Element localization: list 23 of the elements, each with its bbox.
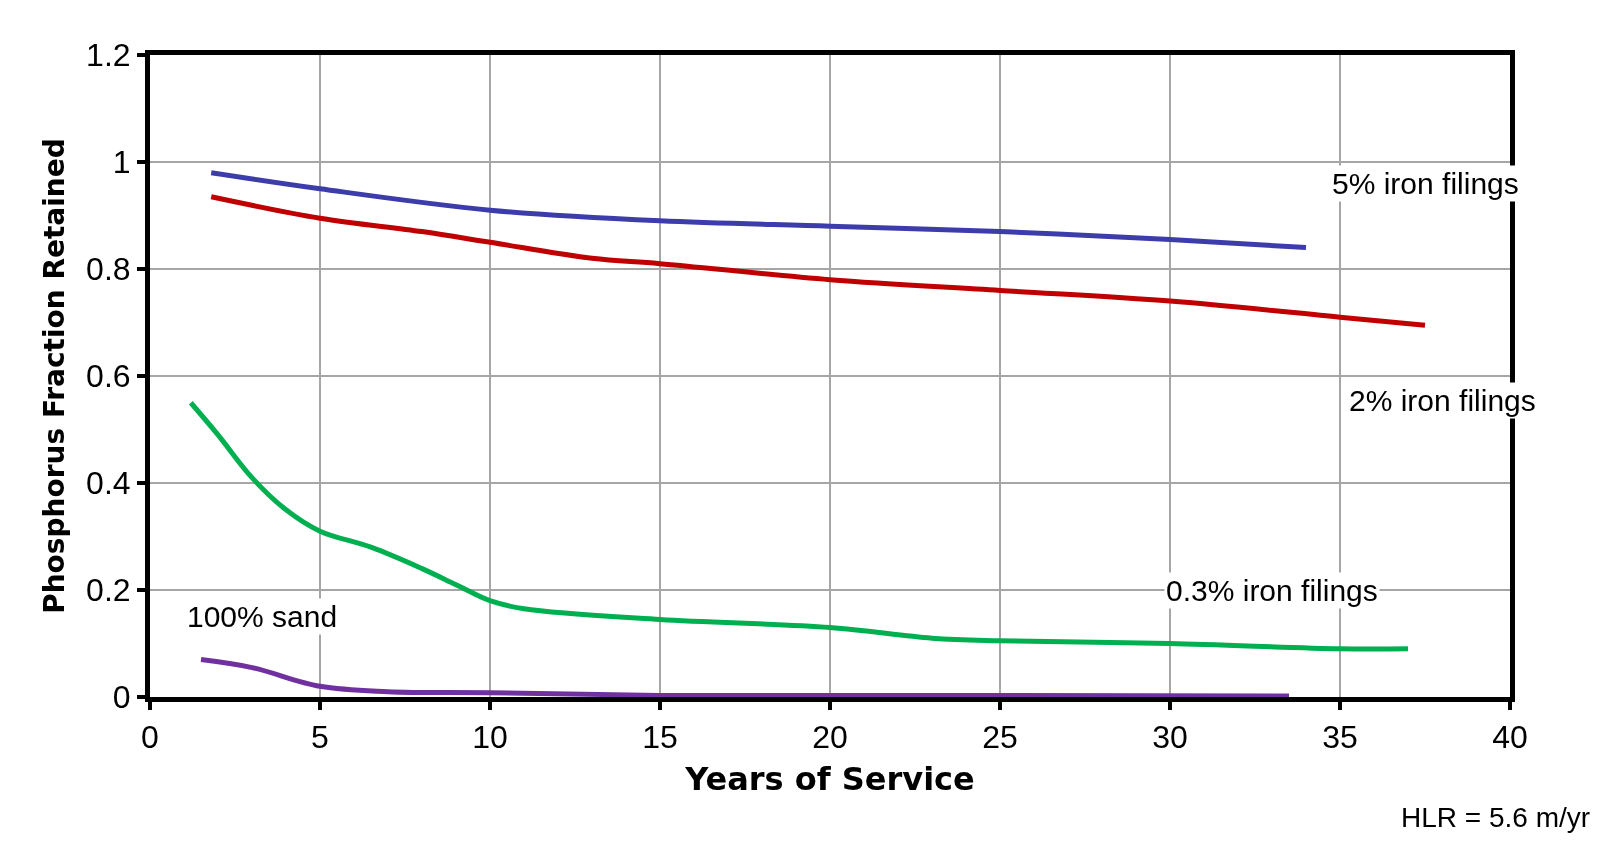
- x-tick-label: 5: [311, 719, 329, 756]
- y-tick-label: 0.8: [86, 251, 131, 288]
- series-label: 0.3% iron filings: [1166, 574, 1378, 607]
- text: 2% iron filings: [1349, 384, 1536, 417]
- y-tick-label: 1.2: [86, 37, 131, 74]
- x-axis-title: Years of Service: [684, 760, 975, 799]
- y-tick-label: 0: [112, 679, 131, 716]
- x-tick-label: 0: [141, 719, 159, 756]
- y-tick-label: 0.6: [86, 358, 131, 395]
- series-label: 100% sand: [187, 600, 338, 633]
- x-tick-label: 40: [1492, 719, 1528, 756]
- x-tick-label: 20: [812, 719, 848, 756]
- series-label: 5% iron filings: [1332, 167, 1519, 200]
- y-tick-label: 0.4: [86, 465, 131, 502]
- x-tick-label: 35: [1322, 719, 1358, 756]
- x-tick-label: 25: [982, 719, 1018, 756]
- y-tick-label: 0.2: [86, 572, 131, 609]
- y-axis-title: Phosphorus Fraction Retained: [37, 138, 71, 614]
- y-tick-label: 1: [112, 144, 131, 181]
- x-tick-label: 10: [472, 719, 508, 756]
- x-tick-label: 15: [642, 719, 678, 756]
- text: HLR = 5.6 m/yr: [1401, 802, 1591, 833]
- x-tick-label: 30: [1152, 719, 1188, 756]
